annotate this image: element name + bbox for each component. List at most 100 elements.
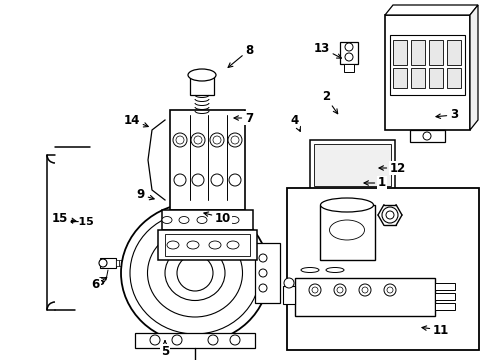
Bar [254, 243, 280, 303]
Circle shape [210, 174, 223, 186]
Bar [319, 205, 374, 260]
Circle shape [227, 133, 242, 147]
Bar [434, 293, 454, 300]
Bar [309, 140, 394, 190]
Bar [392, 40, 406, 65]
Text: 10: 10 [203, 211, 231, 225]
Circle shape [358, 284, 370, 296]
Ellipse shape [187, 69, 216, 81]
Ellipse shape [215, 216, 224, 224]
Text: 14: 14 [123, 113, 148, 127]
Ellipse shape [208, 241, 221, 249]
Text: 11: 11 [421, 324, 448, 337]
Circle shape [386, 287, 392, 293]
Circle shape [99, 259, 107, 267]
Circle shape [422, 132, 430, 140]
Ellipse shape [162, 216, 172, 224]
Circle shape [383, 284, 395, 296]
Circle shape [345, 43, 352, 51]
Circle shape [381, 207, 397, 223]
Bar [446, 40, 460, 65]
Text: 15: 15 [52, 211, 76, 225]
Ellipse shape [147, 229, 242, 317]
Circle shape [333, 284, 346, 296]
Bar [428, 68, 442, 88]
Polygon shape [469, 5, 477, 130]
Circle shape [228, 174, 241, 186]
Circle shape [173, 133, 186, 147]
Polygon shape [384, 5, 477, 15]
Ellipse shape [228, 216, 239, 224]
Circle shape [150, 335, 160, 345]
Bar [410, 40, 424, 65]
Ellipse shape [325, 267, 343, 273]
Ellipse shape [164, 246, 224, 301]
Text: 2: 2 [321, 90, 337, 114]
Circle shape [308, 284, 320, 296]
Circle shape [345, 53, 352, 61]
Ellipse shape [186, 241, 199, 249]
Text: 6: 6 [96, 277, 104, 287]
Text: 8: 8 [227, 44, 253, 67]
Bar [125, 260, 128, 266]
Text: 4: 4 [290, 113, 300, 131]
Circle shape [229, 335, 240, 345]
Circle shape [336, 287, 342, 293]
Circle shape [172, 335, 182, 345]
Circle shape [209, 133, 224, 147]
Circle shape [192, 174, 203, 186]
Ellipse shape [130, 212, 260, 334]
Circle shape [311, 287, 317, 293]
Bar [428, 40, 442, 65]
Circle shape [213, 136, 221, 144]
Bar [294, 278, 434, 316]
Circle shape [177, 255, 213, 291]
Circle shape [230, 136, 239, 144]
Text: ←15: ←15 [70, 217, 95, 227]
Bar [135, 333, 254, 348]
Bar [164, 234, 249, 256]
Circle shape [259, 284, 266, 292]
Bar [410, 68, 424, 88]
Bar [311, 193, 392, 205]
Bar [190, 75, 214, 95]
Text: 5: 5 [161, 341, 169, 358]
Text: 3: 3 [435, 108, 457, 122]
Bar [434, 303, 454, 310]
Ellipse shape [167, 241, 179, 249]
Ellipse shape [226, 241, 239, 249]
Text: 9: 9 [137, 189, 154, 202]
Bar [116, 260, 119, 266]
Bar [392, 68, 406, 88]
Circle shape [174, 174, 185, 186]
Bar [306, 190, 397, 208]
Ellipse shape [197, 216, 206, 224]
Text: 1: 1 [363, 176, 386, 189]
Bar [286, 188, 478, 350]
Text: 6: 6 [92, 277, 106, 292]
Circle shape [361, 287, 367, 293]
Circle shape [176, 136, 183, 144]
Circle shape [259, 269, 266, 277]
Text: 12: 12 [378, 162, 406, 175]
Bar [389, 35, 464, 95]
Circle shape [207, 335, 218, 345]
Ellipse shape [121, 203, 268, 343]
Text: 13: 13 [313, 41, 341, 58]
Ellipse shape [179, 216, 189, 224]
Bar [170, 110, 244, 210]
Bar [122, 260, 125, 266]
Circle shape [194, 136, 202, 144]
Bar [283, 286, 294, 304]
Text: 7: 7 [234, 112, 253, 125]
Bar [343, 64, 353, 72]
Circle shape [259, 254, 266, 262]
Bar [158, 230, 257, 260]
Circle shape [191, 133, 204, 147]
Bar [446, 68, 460, 88]
Bar [162, 210, 252, 230]
Circle shape [385, 211, 393, 219]
Ellipse shape [329, 220, 364, 240]
Ellipse shape [301, 267, 318, 273]
Bar [119, 260, 122, 266]
